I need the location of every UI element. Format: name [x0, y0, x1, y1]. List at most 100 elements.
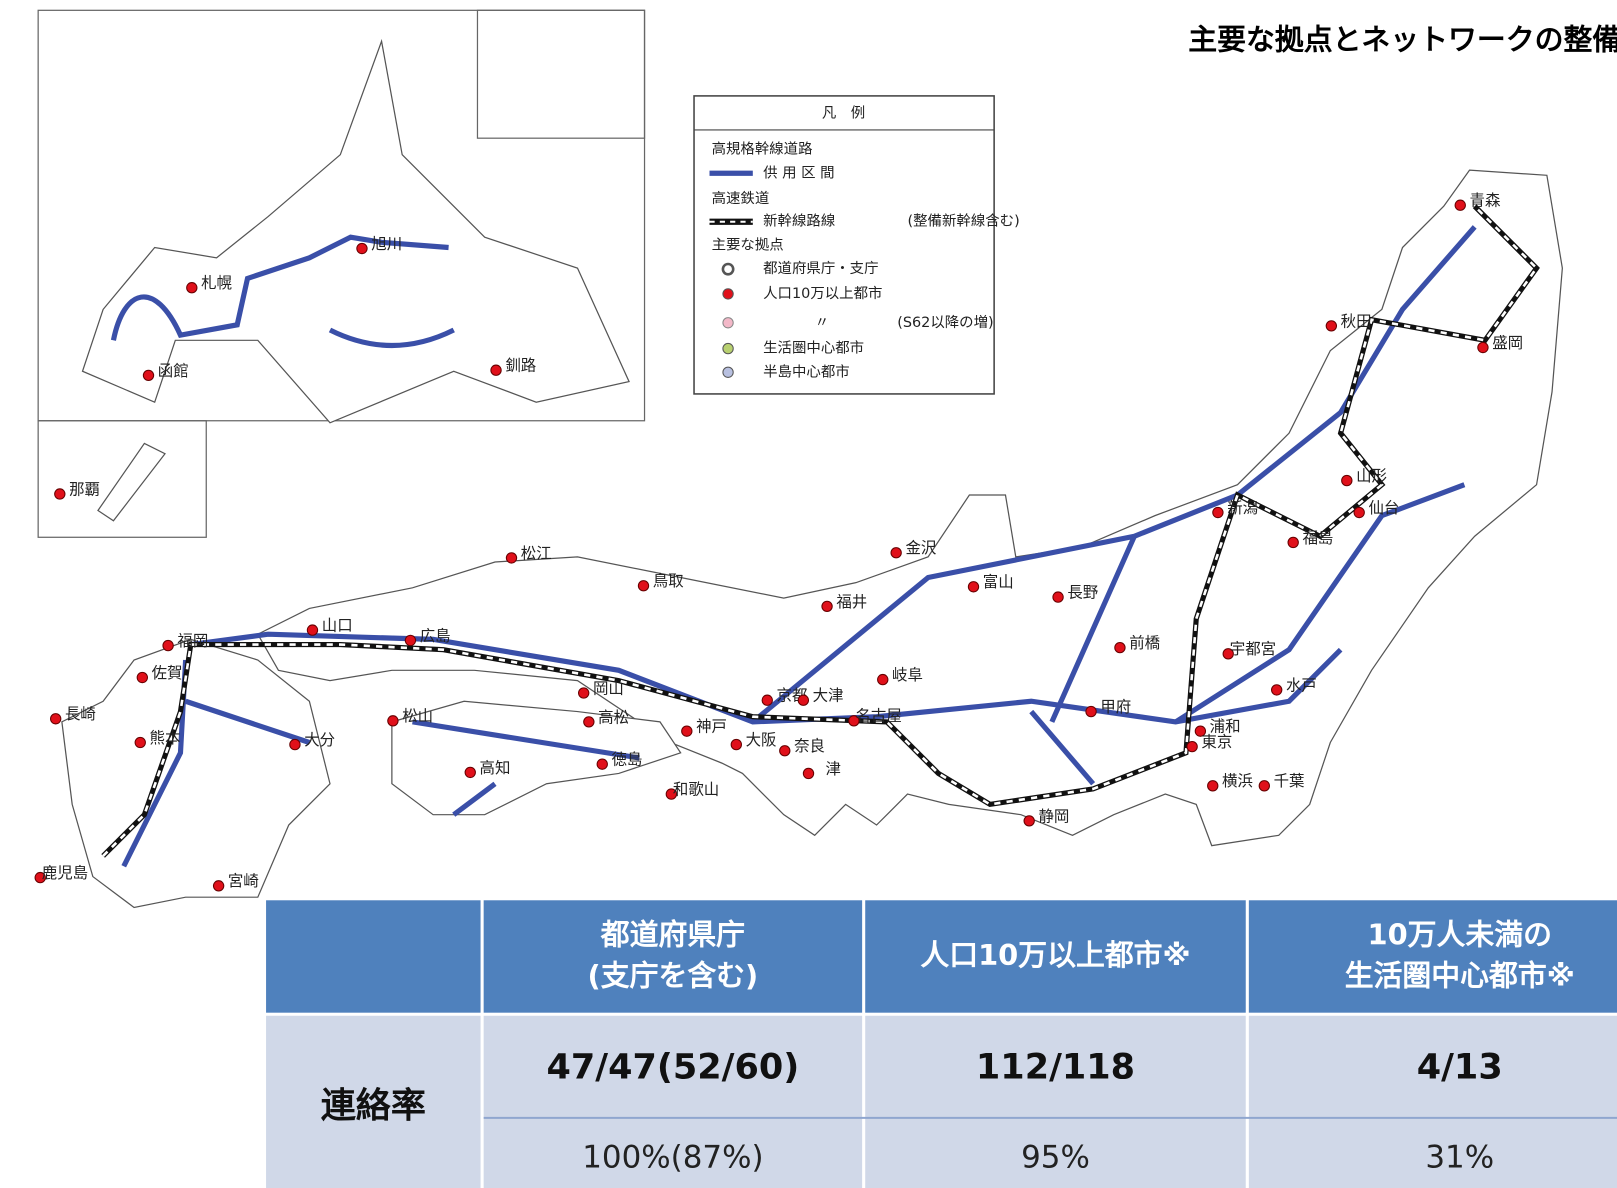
city-dot — [1258, 780, 1270, 792]
city-label: 福岡 — [177, 632, 208, 650]
city-dot — [186, 282, 198, 294]
table-rate: 95% — [1021, 1140, 1090, 1176]
city-dot — [404, 634, 417, 647]
city-label: 松江 — [521, 544, 552, 562]
city-label: 山口 — [322, 616, 353, 634]
hokkaido-inset — [37, 9, 646, 422]
city-label: 岐阜 — [892, 666, 923, 684]
legend-title: 凡 例 — [822, 104, 865, 121]
city-dot — [505, 552, 518, 564]
table-header-cell — [865, 900, 1246, 1013]
city-dot — [1341, 474, 1353, 487]
table-row-label: 連絡率 — [321, 1086, 426, 1127]
legend-label: 供 用 区 間 — [763, 164, 834, 181]
city-label: 仙台 — [1368, 499, 1399, 517]
legend-symbol — [722, 366, 734, 378]
city-label: 前橋 — [1129, 634, 1160, 652]
city-dot — [1287, 536, 1299, 549]
legend-label: 人口10万以上都市 — [763, 285, 882, 302]
city-dot — [802, 767, 815, 780]
city-label: 福島 — [1302, 529, 1333, 547]
table-rate: 31% — [1425, 1140, 1494, 1176]
city-dot — [1052, 591, 1064, 603]
city-dot — [797, 694, 810, 706]
okinawa-inset — [37, 420, 207, 538]
road — [110, 234, 449, 341]
city-dot — [821, 600, 833, 613]
city-dot — [1023, 815, 1035, 827]
city-dot — [596, 758, 608, 770]
table-rate: 100%(87%) — [582, 1140, 763, 1176]
city-label: 宮崎 — [228, 872, 259, 890]
city-label: 大津 — [813, 687, 844, 705]
table-count: 47/47(52/60) — [547, 1046, 800, 1087]
city-dot — [1222, 648, 1234, 660]
legend-box — [693, 95, 995, 395]
table-header: 生活圏中心都市※ — [1345, 959, 1575, 993]
city-dot — [877, 673, 889, 686]
city-label: 山形 — [1356, 467, 1387, 485]
city-dot — [681, 725, 693, 737]
city-dot — [356, 242, 368, 255]
city-dot — [1186, 740, 1198, 753]
city-label: 徳島 — [612, 751, 643, 769]
legend-label: 高規格幹線道路 — [712, 140, 814, 158]
legend-symbol — [721, 262, 735, 276]
city-dot — [34, 871, 46, 884]
table-header: 10万人未満の — [1368, 917, 1552, 951]
city-label: 那覇 — [69, 480, 100, 498]
city-dot — [1212, 506, 1224, 519]
city-label: 釧路 — [505, 357, 536, 375]
city-label: 津 — [826, 760, 841, 778]
city-label: 長野 — [1067, 583, 1098, 601]
city-label: 神戸 — [696, 718, 727, 736]
legend-label: 半島中心都市 — [763, 363, 850, 380]
city-label: 盛岡 — [1492, 334, 1523, 352]
city-dot — [1325, 320, 1338, 332]
city-dot — [665, 788, 678, 800]
city-label: 新潟 — [1227, 499, 1258, 517]
city-label: 宇都宮 — [1230, 640, 1276, 658]
city-label: 広島 — [420, 627, 451, 645]
city-dot — [1085, 705, 1097, 718]
city-dot — [162, 639, 174, 652]
city-label: 佐賀 — [152, 664, 183, 682]
city-dot — [490, 364, 502, 376]
city-label: 熊本 — [150, 729, 181, 747]
road — [328, 327, 455, 349]
city-label: 富山 — [983, 573, 1014, 591]
city-dot — [1353, 506, 1365, 519]
city-label: 大分 — [304, 731, 335, 749]
city-dot — [1477, 341, 1489, 354]
city-label: 高知 — [480, 759, 511, 777]
table-cell — [865, 1015, 1246, 1188]
city-label: 和歌山 — [673, 780, 719, 798]
city-label: 名古屋 — [855, 707, 901, 725]
legend-label: (S62以降の増) — [897, 314, 993, 331]
city-dot — [967, 581, 980, 593]
city-dot — [578, 687, 590, 699]
title: 主要な拠点とネットワークの整備状況 — [1188, 22, 1617, 56]
shinkansen-dash — [102, 205, 1539, 857]
city-label: 鹿児島 — [42, 864, 88, 882]
legend-label: 生活圏中心都市 — [763, 340, 864, 357]
city-label: 横浜 — [1222, 772, 1253, 790]
city-dot — [134, 736, 146, 749]
city-label: 鳥取 — [653, 572, 684, 590]
table-count: 112/118 — [976, 1046, 1135, 1087]
city-dot — [289, 738, 301, 751]
city-label: 長崎 — [65, 705, 96, 723]
legend-label: 〃 — [815, 315, 829, 331]
table-header-cell — [483, 900, 863, 1013]
city-label: 金沢 — [905, 539, 936, 557]
kuril-inset — [476, 9, 646, 139]
city-label: 千葉 — [1274, 772, 1305, 790]
city-label: 浦和 — [1210, 718, 1241, 736]
city-dot — [1207, 780, 1219, 792]
legend-label: 高速鉄道 — [712, 190, 770, 207]
legend-symbol — [722, 317, 734, 329]
city-label: 秋田 — [1341, 312, 1372, 330]
city-dot — [54, 488, 66, 500]
city-dot — [50, 713, 62, 725]
city-dot — [779, 745, 791, 757]
